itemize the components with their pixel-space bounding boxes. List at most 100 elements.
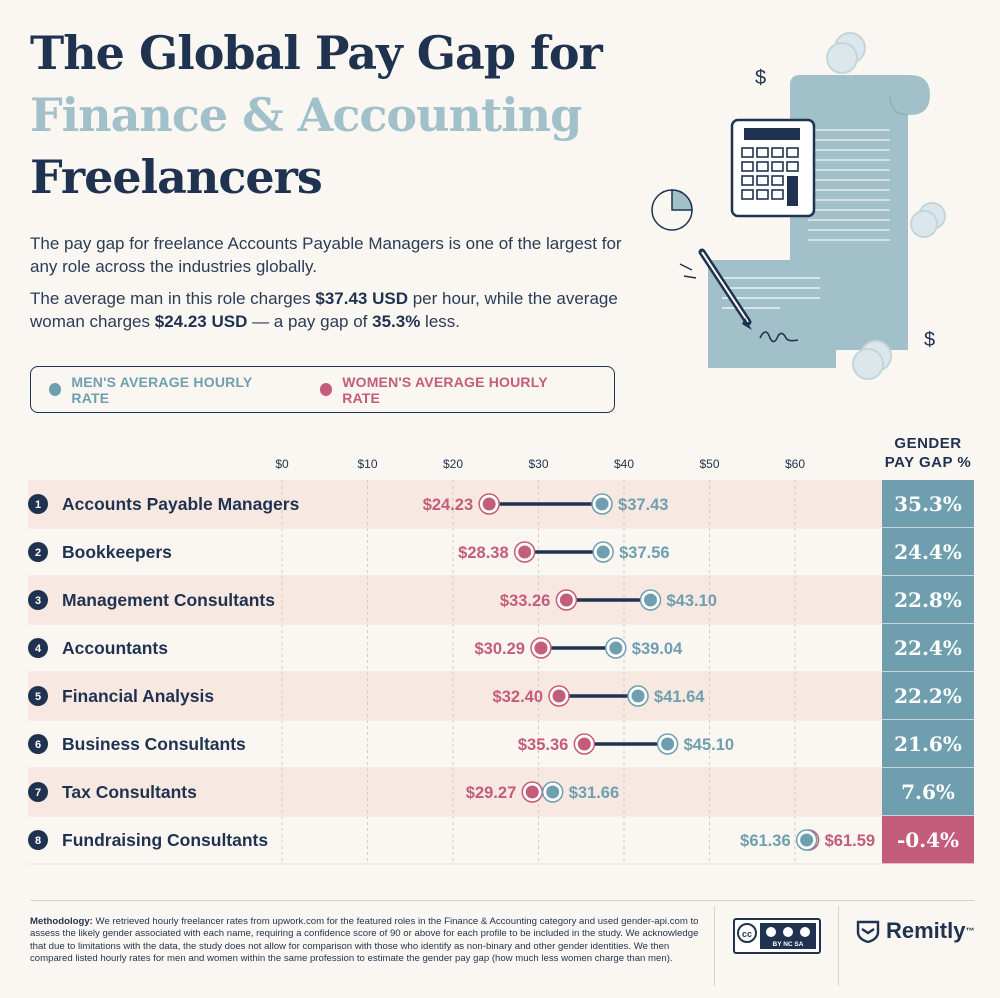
gap-value: -0.4% [897, 828, 959, 852]
men-rate-point [661, 737, 675, 751]
gap-cell [882, 672, 974, 720]
data-label-left: $35.36 [518, 736, 568, 754]
legend: MEN'S AVERAGE HOURLY RATE WOMEN'S AVERAG… [30, 366, 615, 413]
x-tick-label: $20 [443, 457, 463, 471]
data-label-right: $41.64 [654, 688, 705, 706]
gap-value: 24.4% [894, 540, 962, 564]
intro-p2-a: The average man in this role charges [30, 289, 316, 308]
women-rate-point [577, 737, 591, 751]
methodology-label: Methodology: [30, 916, 93, 927]
pen-icon [679, 248, 752, 330]
rank-badge [28, 734, 48, 754]
gap-value: 7.6% [901, 780, 955, 804]
rank-badge [28, 590, 48, 610]
dumbbell-chart: $0 $10 $20 $30 $40 $50 $60 1 Accounts Payable Ma… [28, 457, 974, 865]
role-label: Financial Analysis [62, 686, 214, 706]
cc-license-text: BY NC SA [773, 941, 804, 948]
row-background [28, 576, 882, 624]
data-label-right: $31.66 [569, 784, 619, 802]
calculator-icon [730, 118, 816, 218]
men-rate-point [631, 689, 645, 703]
gap-cell [882, 768, 974, 816]
women-rate-point [525, 785, 539, 799]
data-label-left: $28.38 [458, 544, 508, 562]
rank-number: 1 [35, 499, 41, 511]
methodology-text: Methodology: We retrieved hourly freelan… [30, 916, 705, 965]
intro-p2-e: — a pay gap of [247, 312, 373, 331]
role-label: Management Consultants [62, 590, 275, 610]
gap-cell [882, 528, 974, 576]
men-rate-point [609, 641, 623, 655]
women-rate-point [482, 497, 496, 511]
finance-illustration: $ $ [651, 32, 946, 380]
title-line-1: The Global Pay Gap for [30, 26, 603, 80]
men-rate-point [800, 833, 814, 847]
x-tick-label: $40 [614, 457, 634, 471]
data-label-right: $45.10 [684, 736, 734, 754]
gap-value: 22.2% [894, 684, 962, 708]
gap-cell [882, 480, 974, 528]
gap-value: 21.6% [894, 732, 962, 756]
page-title: The Global Pay Gap for Finance & Account… [30, 22, 603, 208]
role-label: Accounts Payable Managers [62, 494, 300, 514]
data-label-left: $29.27 [466, 784, 516, 802]
legend-men-label: MEN'S AVERAGE HOURLY RATE [71, 373, 253, 406]
data-label-right: $37.43 [618, 496, 668, 514]
intro-men-rate: $37.43 USD [315, 289, 408, 308]
men-rate-point [546, 785, 560, 799]
rank-number: 7 [35, 787, 41, 799]
women-rate-point [552, 689, 566, 703]
row-background [28, 720, 882, 768]
x-tick-label: $50 [699, 457, 719, 471]
footer-separator [838, 906, 839, 986]
rank-number: 8 [35, 835, 41, 847]
row-background [28, 624, 882, 672]
role-label: Bookkeepers [62, 542, 172, 562]
rank-number: 3 [35, 595, 41, 607]
brand-trademark: ™ [965, 926, 975, 936]
row-background [28, 816, 882, 864]
intro-gap: 35.3% [372, 312, 421, 331]
rank-number: 5 [35, 691, 41, 703]
gap-value: 35.3% [894, 492, 962, 516]
role-label: Business Consultants [62, 734, 246, 754]
role-label: Fundraising Consultants [62, 830, 268, 850]
data-label-right: $39.04 [632, 640, 683, 658]
data-label-left: $32.40 [493, 688, 543, 706]
title-line-3: Freelancers [30, 150, 323, 204]
data-label-left: $24.23 [423, 496, 473, 514]
x-tick-label: $60 [785, 457, 805, 471]
svg-text:cc: cc [742, 929, 752, 939]
data-label-left: $61.36 [740, 832, 790, 850]
rank-number: 6 [35, 739, 41, 751]
data-label-right: $37.56 [619, 544, 669, 562]
women-rate-point [518, 545, 532, 559]
rank-badge [28, 638, 48, 658]
intro-paragraph-1: The pay gap for freelance Accounts Payab… [30, 234, 622, 276]
gap-cell [882, 576, 974, 624]
intro-paragraph-2: The average man in this role charges $37… [30, 287, 640, 333]
rank-number: 4 [35, 643, 42, 655]
rank-number: 2 [35, 547, 41, 559]
footer-separator [714, 906, 715, 986]
gap-cell [882, 816, 974, 864]
women-rate-point [534, 641, 548, 655]
intro-p2-c: per hour, while the average woman charge… [30, 289, 618, 331]
coin-icon [826, 32, 946, 380]
row-background [28, 768, 882, 816]
legend-men-dot-icon [49, 383, 62, 396]
dollar-sign-icon: $ [755, 67, 766, 89]
document-icon [708, 260, 836, 368]
legend-men: MEN'S AVERAGE HOURLY RATE [49, 374, 284, 406]
legend-women-label: WOMEN'S AVERAGE HOURLY RATE [342, 373, 548, 406]
intro-text: The pay gap for freelance Accounts Payab… [30, 232, 640, 342]
gap-value: 22.8% [894, 588, 962, 612]
row-background [28, 528, 882, 576]
gap-header-line-1: GENDER [894, 435, 962, 452]
gap-column-header: GENDER PAY GAP % [882, 434, 974, 472]
x-tick-label: $0 [275, 457, 289, 471]
cc-icon: cc BY NC SA [737, 923, 816, 949]
intro-p2-g: less. [420, 312, 460, 331]
gap-cell [882, 624, 974, 672]
remitly-logo: Remitly ™ [856, 918, 974, 944]
